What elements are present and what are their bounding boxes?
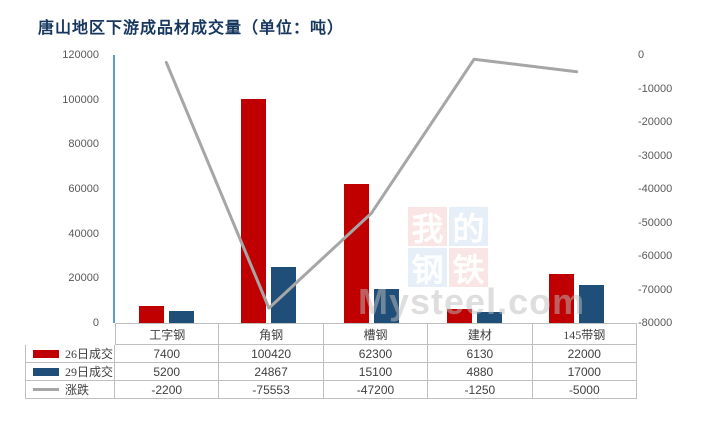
legend-swatch-day29 <box>33 367 59 376</box>
y-axis-tick-label: -80000 <box>638 317 673 329</box>
table-corner-cell <box>25 323 115 345</box>
y-axis-tick-label: 0 <box>92 317 99 329</box>
column-header: 145带钢 <box>532 323 637 345</box>
change-line-layer <box>164 57 579 310</box>
category-slot-2 <box>218 55 321 323</box>
table-value-cell: -2200 <box>115 381 220 399</box>
table-value-cell: 15100 <box>323 363 429 381</box>
data-table: 工字钢 角钢 槽钢 建材 145带钢 26日成交 7400 100420 62300 6130 22… <box>25 323 637 399</box>
table-value-cell: 4880 <box>428 363 533 381</box>
y-axis-tick-label: 0 <box>638 49 645 61</box>
legend-cell-day26: 26日成交 <box>25 345 115 363</box>
column-header: 建材 <box>428 323 533 345</box>
table-value-cell: 17000 <box>532 363 637 381</box>
table-value-cell: 100420 <box>219 345 324 363</box>
table-value-cell: 6130 <box>428 345 533 363</box>
left-axis-line <box>113 55 115 323</box>
bar-day29 <box>168 311 194 323</box>
table-value-cell: -1250 <box>428 381 533 399</box>
category-slot-3 <box>320 55 423 323</box>
y-axis-tick-label: -70000 <box>638 283 673 296</box>
bar-day26 <box>446 309 472 323</box>
column-header: 工字钢 <box>115 323 220 345</box>
column-header: 槽钢 <box>323 323 429 345</box>
bar-day26 <box>343 183 369 323</box>
legend-label: 涨跌 <box>65 383 90 397</box>
bar-day26 <box>549 273 575 323</box>
y-axis-tick-label: 20000 <box>68 272 99 285</box>
right-y-axis: 0 -10000 -20000 -30000 -40000 -50000 -60000 -70… <box>638 49 718 329</box>
y-axis-tick-label: -50000 <box>638 216 673 229</box>
bars-layer <box>115 55 628 323</box>
category-slot-5 <box>525 55 628 323</box>
legend-cell-change: 涨跌 <box>25 381 115 399</box>
bar-day26 <box>138 306 164 323</box>
y-axis-tick-label: -10000 <box>638 82 673 95</box>
y-axis-tick-label: -20000 <box>638 116 673 128</box>
column-header: 角钢 <box>219 323 324 345</box>
y-axis-tick-label: -60000 <box>638 250 673 262</box>
table-value-cell: 22000 <box>532 345 637 363</box>
table-value-cell: 5200 <box>115 363 220 381</box>
chart-title: 唐山地区下游成品材成交量（单位：吨） <box>38 20 345 37</box>
table-value-cell: 7400 <box>115 345 220 363</box>
bar-day29 <box>373 289 399 323</box>
table-value-cell: -47200 <box>323 381 429 399</box>
legend-swatch-change <box>33 388 59 391</box>
bar-day29 <box>579 285 605 323</box>
table-value-cell: 62300 <box>323 345 429 363</box>
table-value-cell: 24867 <box>219 363 324 381</box>
bar-day26 <box>241 98 267 323</box>
change-line <box>164 57 579 310</box>
legend-cell-day29: 29日成交 <box>25 363 115 381</box>
category-slot-1 <box>115 55 218 323</box>
bar-day29 <box>476 312 502 323</box>
legend-swatch-day26 <box>33 349 59 358</box>
table-value-cell: -75553 <box>219 381 324 399</box>
left-y-axis: 120000 100000 80000 60000 40000 20000 0 <box>0 49 107 329</box>
category-slot-4 <box>423 55 526 323</box>
table-value-cell: -5000 <box>532 381 637 399</box>
y-axis-tick-label: 60000 <box>68 183 99 195</box>
y-axis-tick-label: 80000 <box>68 138 99 151</box>
y-axis-tick-label: 100000 <box>62 93 99 106</box>
y-axis-tick-label: 40000 <box>68 227 99 240</box>
y-axis-tick-label: -30000 <box>638 149 673 162</box>
y-axis-tick-label: 120000 <box>62 49 99 61</box>
y-axis-tick-label: -40000 <box>638 183 673 195</box>
plot-area: 我的钢铁 Mysteel.com <box>113 55 628 323</box>
legend-label: 29日成交 <box>65 365 114 379</box>
legend-label: 26日成交 <box>65 347 114 361</box>
